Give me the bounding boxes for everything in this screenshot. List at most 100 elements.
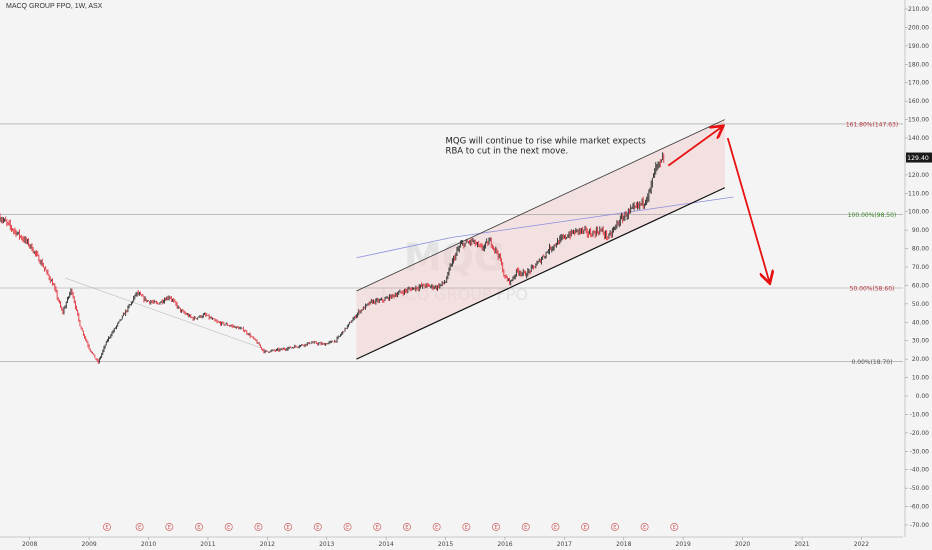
- earnings-marker-label: E: [494, 525, 497, 531]
- earnings-marker: [135, 523, 144, 531]
- y-tick-label: 120.00: [908, 172, 929, 179]
- channel-upper-line: [356, 119, 725, 292]
- y-tick-label: -50.00: [910, 485, 930, 492]
- x-tick-label: 2010: [141, 541, 156, 548]
- earnings-marker-label: E: [168, 525, 171, 531]
- y-tick-label: 20.00: [912, 356, 929, 363]
- earnings-marker: [284, 523, 293, 531]
- earnings-marker-label: E: [465, 525, 468, 531]
- x-tick-label: 2017: [557, 541, 572, 548]
- earnings-marker-label: E: [197, 525, 200, 531]
- fib-label-2: 50.00%(58.60): [850, 286, 895, 293]
- y-tick-label: 110.00: [908, 190, 929, 197]
- annotation-line: RBA to cut in the next move.: [446, 147, 569, 157]
- y-tick-label: 160.00: [908, 98, 929, 105]
- y-tick-label: -10.00: [910, 411, 930, 418]
- price-label: 129.40: [907, 155, 929, 162]
- earnings-marker-label: E: [257, 525, 260, 531]
- x-tick-label: 2015: [438, 541, 453, 548]
- x-tick-label: 2020: [735, 541, 750, 548]
- x-tick-label: 2014: [379, 541, 394, 548]
- fib-label-3: 0.00%(18.70): [852, 359, 893, 366]
- y-tick-label: -30.00: [910, 448, 930, 455]
- y-tick-label: 90.00: [912, 227, 929, 234]
- earnings-marker-label: E: [673, 525, 676, 531]
- chart-symbol-title: MACQ GROUP FPO, 1W, ASX: [6, 3, 103, 10]
- y-tick-label: 60.00: [912, 282, 929, 289]
- y-tick-label: 0.00: [916, 393, 930, 400]
- earnings-marker-label: E: [346, 525, 349, 531]
- y-tick-label: 150.00: [908, 117, 929, 124]
- channel-lower-line: [356, 187, 726, 360]
- y-tick-label: 70.00: [912, 264, 929, 271]
- earnings-marker-label: E: [287, 525, 290, 531]
- y-tick-label: 170.00: [908, 80, 929, 87]
- earnings-marker: [373, 523, 382, 531]
- y-tick-label: -60.00: [910, 504, 930, 511]
- y-tick-label: 140.00: [908, 135, 929, 142]
- x-tick-label: 2022: [854, 541, 869, 548]
- fib-label-1: 100.00%(98.50): [848, 212, 897, 219]
- earnings-marker-label: E: [435, 525, 438, 531]
- price-series: [0, 152, 665, 364]
- earnings-marker: [102, 523, 111, 531]
- y-tick-label: 190.00: [908, 43, 929, 50]
- earnings-marker-label: E: [554, 525, 557, 531]
- x-tick-label: 2009: [81, 541, 96, 548]
- earnings-marker-label: E: [524, 525, 527, 531]
- earnings-marker: [551, 523, 560, 531]
- x-tick-label: 2013: [319, 541, 334, 548]
- y-tick-label: 80.00: [912, 246, 929, 253]
- earnings-marker-label: E: [105, 525, 108, 531]
- earnings-marker: [492, 523, 501, 531]
- y-tick-label: 50.00: [912, 301, 929, 308]
- earnings-marker-label: E: [405, 525, 408, 531]
- earnings-marker-label: E: [584, 525, 587, 531]
- faint-trendline: [65, 277, 262, 349]
- earnings-marker-label: E: [316, 525, 319, 531]
- x-tick-label: 2012: [260, 541, 275, 548]
- earnings-marker: [224, 523, 233, 531]
- channel-fill: [356, 119, 725, 360]
- y-tick-label: 40.00: [912, 319, 929, 326]
- y-tick-label: 200.00: [908, 24, 929, 31]
- y-tick-label: 180.00: [908, 61, 929, 68]
- x-tick-label: 2018: [616, 541, 631, 548]
- y-tick-label: 30.00: [912, 338, 929, 345]
- earnings-marker: [610, 523, 619, 531]
- forecast-arrow-0: [667, 127, 721, 167]
- earnings-marker-label: E: [613, 525, 616, 531]
- earnings-marker: [670, 523, 679, 531]
- earnings-marker-label: E: [138, 525, 141, 531]
- earnings-marker: [521, 523, 530, 531]
- earnings-marker-label: E: [643, 525, 646, 531]
- x-tick-label: 2011: [200, 541, 215, 548]
- earnings-marker-label: E: [227, 525, 230, 531]
- x-tick-label: 2021: [794, 541, 809, 548]
- forecast-arrow-1: [726, 137, 770, 282]
- earnings-marker: [343, 523, 352, 531]
- y-tick-label: 10.00: [912, 375, 929, 382]
- y-tick-label: -70.00: [910, 522, 930, 529]
- y-tick-label: 100.00: [908, 209, 929, 216]
- y-tick-label: -20.00: [910, 430, 930, 437]
- x-tick-label: 2008: [22, 541, 37, 548]
- earnings-marker: [254, 523, 263, 531]
- earnings-marker: [165, 523, 174, 531]
- fib-label-0: 161.80%(147.63): [846, 121, 898, 128]
- earnings-marker: [640, 523, 649, 531]
- annotation-text: MQG will continue to rise while market e…: [446, 137, 647, 157]
- y-tick-label: -40.00: [910, 467, 930, 474]
- earnings-marker: [462, 523, 471, 531]
- annotation-line: MQG will continue to rise while market e…: [446, 137, 647, 147]
- earnings-marker-label: E: [376, 525, 379, 531]
- earnings-marker: [581, 523, 590, 531]
- earnings-marker: [313, 523, 322, 531]
- x-tick-label: 2019: [676, 541, 691, 548]
- x-tick-label: 2016: [497, 541, 512, 548]
- price-label-bg: [906, 152, 932, 163]
- blue-trendline: [356, 196, 734, 259]
- y-tick-label: 210.00: [908, 6, 929, 13]
- earnings-marker: [402, 523, 411, 531]
